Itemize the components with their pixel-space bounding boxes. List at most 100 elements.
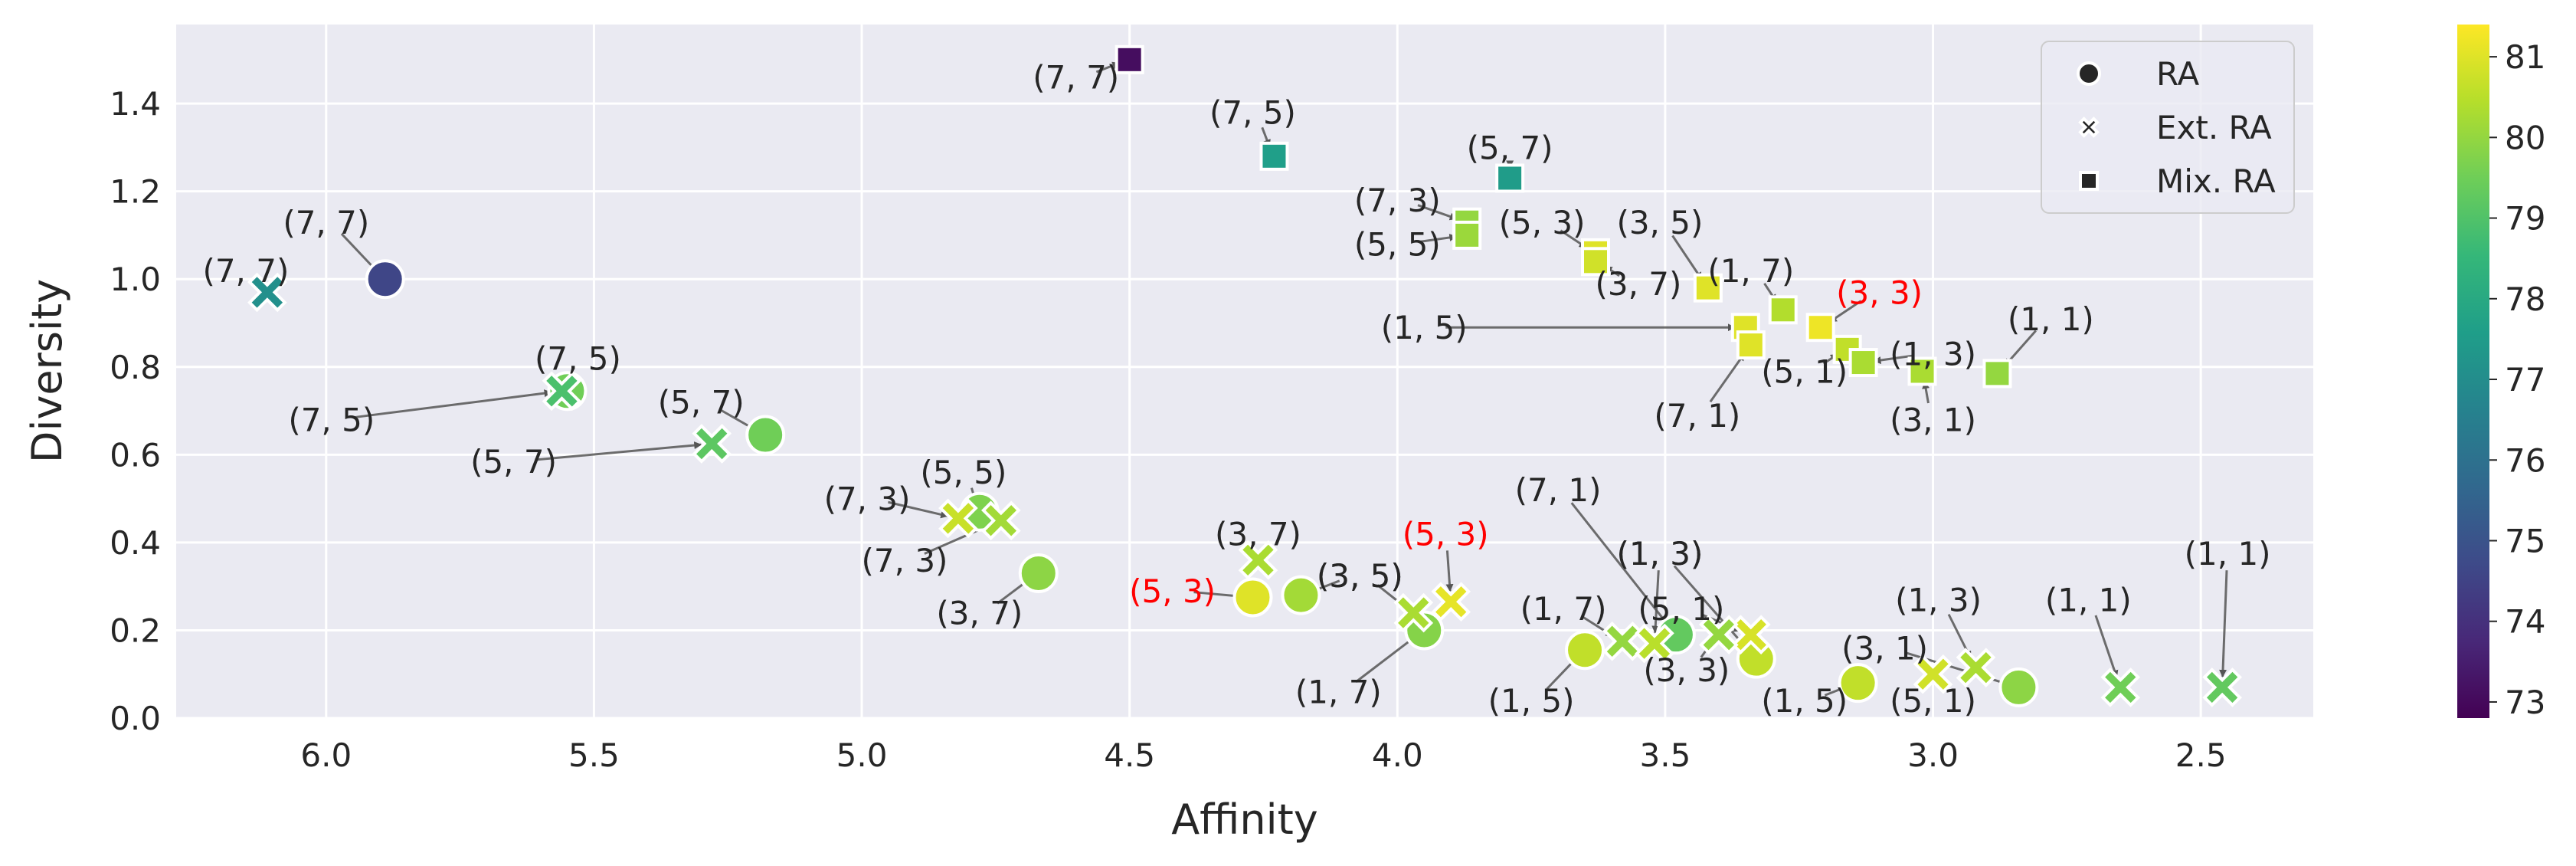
data-label: (5, 1) xyxy=(1890,682,1976,720)
y-axis-ticks: 0.0 0.2 0.4 0.6 0.8 1.0 1.2 1.4 xyxy=(110,85,161,737)
x-tick-label: 3.5 xyxy=(1640,736,1691,774)
annotation-arrow xyxy=(535,441,702,461)
data-point xyxy=(1565,630,1605,671)
data-point xyxy=(1848,348,1878,378)
annotation-arrow xyxy=(1445,550,1454,592)
y-tick-label: 1.0 xyxy=(110,261,161,298)
data-point xyxy=(1635,623,1674,664)
data-point xyxy=(1452,220,1482,250)
data-label: (3, 7) xyxy=(1215,515,1301,553)
data-label: (5, 3) xyxy=(1403,515,1489,553)
annotation-arrow xyxy=(352,389,552,419)
data-label: (1, 5) xyxy=(1488,682,1575,720)
legend-marker xyxy=(2079,171,2099,191)
data-point xyxy=(1907,356,1937,386)
data-label: (3, 3) xyxy=(1643,651,1730,689)
annotation-arrow xyxy=(1355,635,1416,684)
data-label: (1, 1) xyxy=(2185,535,2271,572)
data-point xyxy=(1115,44,1144,74)
point-labels: (7, 7)(7, 5)(5, 7)(5, 5)(3, 7)(3, 5)(5, … xyxy=(202,59,2270,720)
data-label: (7, 5) xyxy=(535,340,621,377)
legend-box xyxy=(2041,41,2295,214)
data-label: (7, 3) xyxy=(862,542,948,579)
data-label: (5, 1) xyxy=(1638,590,1724,628)
data-label: (3, 5) xyxy=(1616,204,1703,241)
data-point xyxy=(1699,615,1739,654)
annotation-arrow xyxy=(2094,615,2119,678)
data-label: (7, 1) xyxy=(1654,397,1740,435)
colorbar-tick-label: 78 xyxy=(2505,280,2545,318)
data-point xyxy=(938,498,978,539)
data-point xyxy=(1838,663,1878,704)
data-label: (7, 7) xyxy=(283,204,369,241)
data-label: (5, 3) xyxy=(1129,572,1216,610)
colorbar-tick-label: 77 xyxy=(2505,361,2545,399)
colorbar: 73 74 75 76 77 78 79 80 81 xyxy=(2457,25,2545,721)
data-label: (5, 7) xyxy=(1467,129,1553,166)
y-tick-label: 0.6 xyxy=(110,436,161,474)
data-label: (5, 7) xyxy=(470,443,557,481)
data-label: (7, 1) xyxy=(1515,471,1602,509)
x-axis-label: Affinity xyxy=(1171,795,1318,844)
data-label: (5, 7) xyxy=(658,384,745,422)
annotation-arrow xyxy=(1671,235,1703,280)
legend-label: Mix. RA xyxy=(2156,162,2276,200)
data-point xyxy=(1018,553,1059,593)
data-point xyxy=(1495,163,1525,193)
data-label: (1, 3) xyxy=(1890,336,1976,373)
data-point xyxy=(1281,575,1321,615)
data-point xyxy=(1431,582,1471,622)
data-label: (1, 7) xyxy=(1520,590,1607,628)
colorbar-tick-label: 76 xyxy=(2505,441,2545,479)
data-label: (1, 5) xyxy=(1761,682,1848,720)
data-label: (3, 5) xyxy=(1317,557,1403,595)
x-tick-label: 4.0 xyxy=(1372,736,1423,774)
data-point xyxy=(2100,668,2141,707)
y-tick-label: 0.4 xyxy=(110,524,161,562)
data-point xyxy=(1232,577,1273,618)
annotation-arrow xyxy=(1418,233,1458,244)
annotation-arrow xyxy=(1417,204,1458,221)
legend: RA Ext. RA Mix. RA xyxy=(2041,41,2295,214)
annotation-arrow xyxy=(2219,570,2228,677)
data-point xyxy=(542,371,582,412)
colorbar-tick-label: 79 xyxy=(2505,200,2545,238)
data-point xyxy=(1982,359,2012,389)
colorbar-gradient xyxy=(2457,25,2489,718)
data-label: (5, 1) xyxy=(1761,353,1848,391)
data-point xyxy=(1259,141,1289,171)
data-label: (1, 5) xyxy=(1381,309,1468,346)
data-label: (1, 1) xyxy=(2008,300,2094,338)
x-tick-label: 2.5 xyxy=(2175,736,2227,774)
annotation-arrow xyxy=(1873,354,1912,364)
data-point xyxy=(1393,592,1434,633)
annotation-arrow xyxy=(1709,353,1746,403)
colorbar-tick-label: 81 xyxy=(2505,38,2545,76)
legend-label: Ext. RA xyxy=(2156,109,2272,146)
data-point xyxy=(981,500,1021,541)
data-label: (1, 3) xyxy=(1616,535,1703,572)
data-label: (5, 5) xyxy=(1354,225,1441,263)
y-axis-label: Diversity xyxy=(23,279,71,463)
data-point xyxy=(1693,273,1723,303)
data-point xyxy=(1768,295,1798,325)
y-tick-label: 1.2 xyxy=(110,173,161,211)
colorbar-tick-label: 75 xyxy=(2505,522,2545,559)
data-label: (5, 5) xyxy=(920,454,1007,491)
legend-marker xyxy=(2078,116,2100,138)
data-label: (7, 7) xyxy=(202,252,289,290)
annotation-arrow xyxy=(1570,502,1671,628)
data-point xyxy=(1805,313,1835,343)
x-tick-label: 5.0 xyxy=(836,736,888,774)
data-point xyxy=(1913,654,1953,694)
data-label: (1, 1) xyxy=(2045,581,2132,618)
legend-label: RA xyxy=(2156,55,2199,93)
data-label: (1, 3) xyxy=(1616,535,1703,572)
data-label: (3, 1) xyxy=(1890,402,1976,439)
colorbar-tick-label: 80 xyxy=(2505,119,2545,156)
colorbar-tick-label: 73 xyxy=(2505,684,2545,721)
data-label: (7, 3) xyxy=(824,481,911,518)
annotation-arrow xyxy=(1651,570,1660,634)
data-point xyxy=(1581,247,1611,277)
